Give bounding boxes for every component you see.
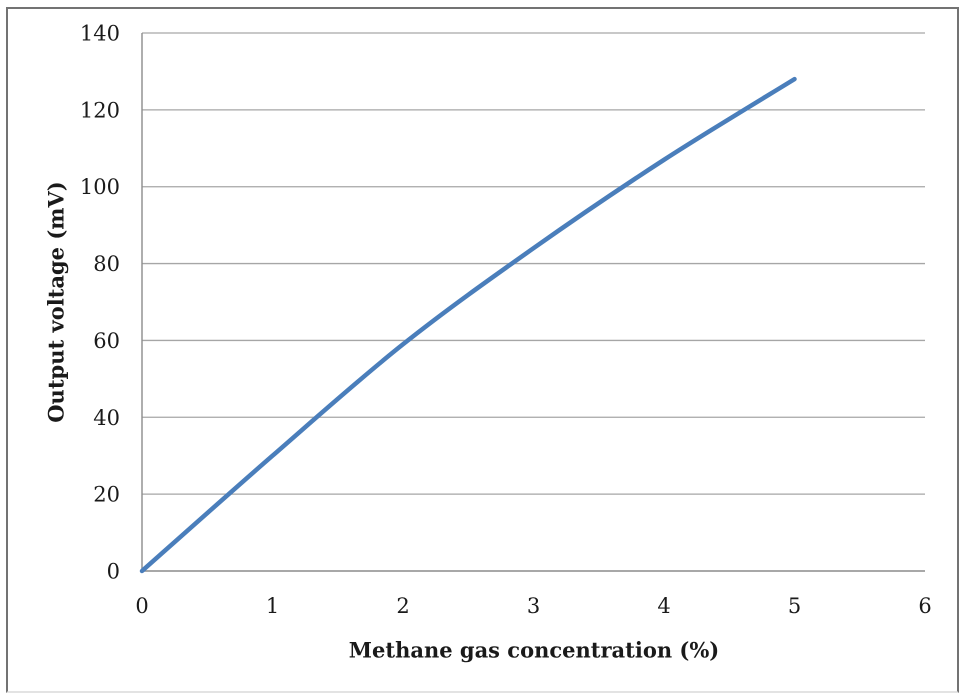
x-tick-label-1: 1 bbox=[266, 594, 279, 618]
y-tick-label-60: 60 bbox=[93, 329, 120, 353]
x-tick-label-3: 3 bbox=[527, 594, 540, 618]
y-tick-label-20: 20 bbox=[93, 483, 120, 507]
x-tick-label-6: 6 bbox=[918, 594, 931, 618]
y-tick-label-140: 140 bbox=[80, 22, 120, 46]
y-tick-label-40: 40 bbox=[93, 406, 120, 430]
series-line-output-voltage bbox=[139, 76, 797, 574]
x-axis-title: Methane gas concentration (%) bbox=[348, 637, 720, 663]
x-tick-label-0: 0 bbox=[135, 594, 148, 618]
y-tick-label-120: 120 bbox=[80, 98, 120, 122]
y-tick-label-100: 100 bbox=[80, 175, 120, 199]
y-tick-label-80: 80 bbox=[93, 252, 120, 276]
x-tick-label-4: 4 bbox=[657, 594, 670, 618]
x-tick-label-5: 5 bbox=[788, 594, 801, 618]
x-tick-label-2: 2 bbox=[396, 594, 409, 618]
y-axis-title: Output voltage (mV) bbox=[43, 181, 69, 423]
y-tick-label-0: 0 bbox=[107, 560, 120, 584]
